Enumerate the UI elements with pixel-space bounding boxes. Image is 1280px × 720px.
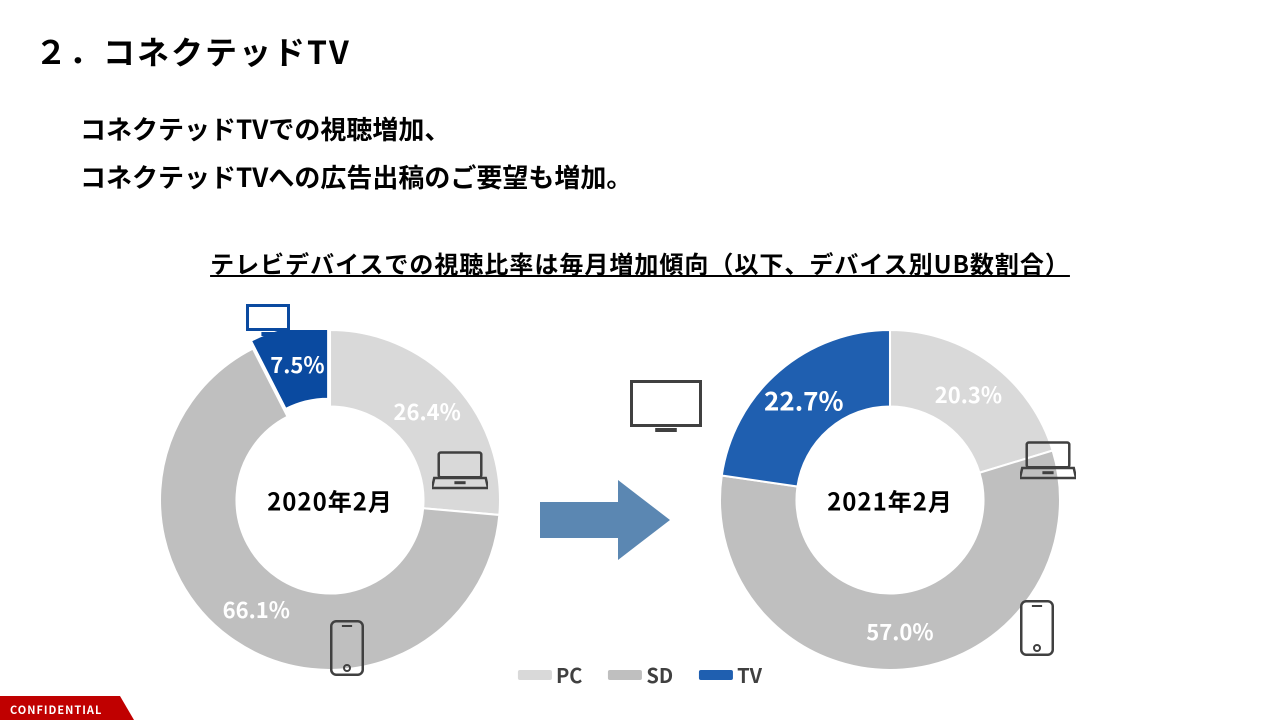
phone-icon bbox=[330, 620, 364, 681]
laptop-icon bbox=[1020, 440, 1076, 485]
chart-title: テレビデバイスでの視聴比率は毎月増加傾向（以下、デバイス別UB数割合） bbox=[210, 245, 1070, 280]
chart-area: 2020年2月 26.4% 66.1% 7.5% 2021年2月 20.3% 57.0… bbox=[0, 290, 1280, 710]
legend-sd: SD bbox=[608, 660, 673, 689]
slide-title: ２．コネクテッドTV bbox=[35, 28, 351, 74]
subtitle-line-2: コネクテッドTVへの広告出稿のご要望も増加。 bbox=[80, 158, 632, 195]
laptop-icon bbox=[432, 450, 488, 495]
legend-pc: PC bbox=[518, 660, 582, 689]
donut-2020-label: 2020年2月 bbox=[267, 483, 393, 518]
slice-label-pc: 26.4% bbox=[394, 395, 461, 427]
tv-icon bbox=[246, 304, 290, 343]
confidential-badge: CONFIDENTIAL bbox=[0, 696, 160, 720]
legend: PC SD TV bbox=[510, 660, 770, 689]
donut-2021: 2021年2月 20.3% 57.0% 22.7% bbox=[720, 330, 1060, 670]
legend-tv: TV bbox=[699, 660, 762, 689]
arrow-icon bbox=[540, 480, 670, 560]
slice-label-tv: 22.7% bbox=[764, 382, 844, 419]
donut-2020: 2020年2月 26.4% 66.1% 7.5% bbox=[160, 330, 500, 670]
slice-label-sd: 66.1% bbox=[223, 593, 290, 625]
donut-2021-label: 2021年2月 bbox=[827, 483, 953, 518]
slice-label-tv: 7.5% bbox=[270, 348, 324, 380]
phone-icon bbox=[1020, 600, 1054, 661]
slice-label-sd: 57.0% bbox=[866, 615, 933, 647]
slice-label-pc: 20.3% bbox=[935, 378, 1002, 410]
tv-icon bbox=[630, 380, 702, 439]
subtitle-line-1: コネクテッドTVでの視聴増加、 bbox=[80, 110, 450, 147]
